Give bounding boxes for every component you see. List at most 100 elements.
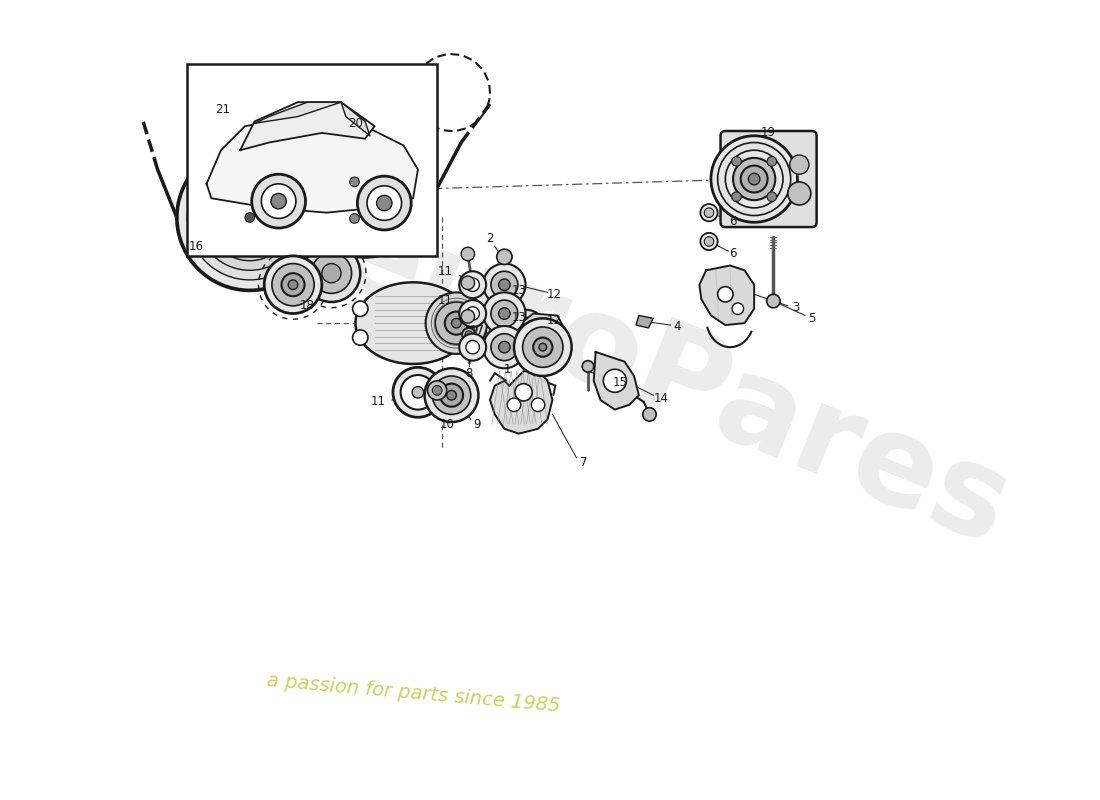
Circle shape <box>717 286 733 302</box>
Polygon shape <box>594 352 639 410</box>
Text: 21: 21 <box>216 103 230 116</box>
Circle shape <box>353 330 369 346</box>
Polygon shape <box>240 102 375 150</box>
Circle shape <box>461 310 474 323</box>
Text: 17: 17 <box>470 324 485 338</box>
Circle shape <box>505 310 547 352</box>
Circle shape <box>426 292 487 354</box>
Circle shape <box>327 162 404 238</box>
Circle shape <box>337 171 394 229</box>
Circle shape <box>539 343 547 351</box>
Circle shape <box>425 368 478 422</box>
Text: 9: 9 <box>473 418 481 430</box>
Text: 3: 3 <box>792 302 800 314</box>
Circle shape <box>459 271 486 298</box>
Circle shape <box>740 166 768 193</box>
Circle shape <box>498 342 510 353</box>
Circle shape <box>519 325 531 337</box>
Circle shape <box>733 303 744 314</box>
Circle shape <box>271 194 286 209</box>
Circle shape <box>461 247 474 261</box>
Circle shape <box>311 253 352 294</box>
Circle shape <box>497 249 513 265</box>
Circle shape <box>788 182 811 205</box>
Circle shape <box>288 280 298 290</box>
Circle shape <box>491 300 518 327</box>
Circle shape <box>711 136 798 222</box>
Text: 18: 18 <box>300 299 315 312</box>
Text: 14: 14 <box>653 391 669 405</box>
Circle shape <box>483 326 526 368</box>
Circle shape <box>717 142 791 215</box>
Circle shape <box>393 367 443 418</box>
Polygon shape <box>341 102 370 136</box>
Circle shape <box>767 157 777 166</box>
Circle shape <box>732 192 741 202</box>
Circle shape <box>498 308 510 319</box>
Polygon shape <box>636 315 653 328</box>
Text: 7: 7 <box>581 456 587 469</box>
Text: 19: 19 <box>761 126 777 139</box>
Circle shape <box>436 302 477 344</box>
Circle shape <box>515 384 532 401</box>
Circle shape <box>582 361 594 372</box>
Circle shape <box>451 318 461 328</box>
Text: 6: 6 <box>729 246 737 259</box>
Text: 8: 8 <box>465 366 473 379</box>
Ellipse shape <box>355 282 471 364</box>
Circle shape <box>350 214 360 223</box>
Circle shape <box>514 318 572 376</box>
Circle shape <box>459 300 486 327</box>
Text: 4: 4 <box>673 321 681 334</box>
Circle shape <box>447 390 456 400</box>
Circle shape <box>350 177 360 186</box>
Circle shape <box>704 237 714 246</box>
Circle shape <box>217 184 284 251</box>
Circle shape <box>187 155 312 280</box>
Circle shape <box>358 193 373 208</box>
Circle shape <box>197 165 303 270</box>
Text: 12: 12 <box>547 288 562 301</box>
Text: 20: 20 <box>349 117 363 130</box>
Circle shape <box>491 334 518 361</box>
Circle shape <box>382 195 390 205</box>
Text: a passion for parts since 1985: a passion for parts since 1985 <box>265 670 561 715</box>
Circle shape <box>358 176 411 230</box>
Circle shape <box>498 279 510 290</box>
Text: 12: 12 <box>547 314 562 326</box>
Circle shape <box>353 301 369 317</box>
Text: 13: 13 <box>512 311 526 324</box>
Circle shape <box>732 157 741 166</box>
Circle shape <box>701 233 717 250</box>
Circle shape <box>432 386 442 395</box>
Circle shape <box>229 196 271 238</box>
Circle shape <box>240 208 260 227</box>
Circle shape <box>704 208 714 218</box>
Circle shape <box>400 375 436 410</box>
Circle shape <box>465 331 473 338</box>
Circle shape <box>307 142 422 258</box>
FancyBboxPatch shape <box>720 131 816 227</box>
Circle shape <box>701 204 717 222</box>
Polygon shape <box>490 371 552 434</box>
FancyBboxPatch shape <box>187 64 437 256</box>
Circle shape <box>178 146 322 290</box>
Circle shape <box>245 213 254 222</box>
Circle shape <box>367 186 402 220</box>
Circle shape <box>462 328 475 342</box>
Text: 11: 11 <box>371 395 385 409</box>
Text: 11: 11 <box>438 265 452 278</box>
Circle shape <box>491 271 518 298</box>
Circle shape <box>207 174 293 261</box>
Polygon shape <box>700 266 755 325</box>
Circle shape <box>376 195 392 210</box>
Text: euroPares: euroPares <box>319 191 1026 570</box>
Circle shape <box>461 276 474 290</box>
Circle shape <box>790 155 808 174</box>
Circle shape <box>412 386 424 398</box>
Text: 13: 13 <box>512 284 526 297</box>
Circle shape <box>322 263 341 282</box>
Circle shape <box>432 376 471 414</box>
Circle shape <box>483 263 526 306</box>
Circle shape <box>362 198 369 203</box>
